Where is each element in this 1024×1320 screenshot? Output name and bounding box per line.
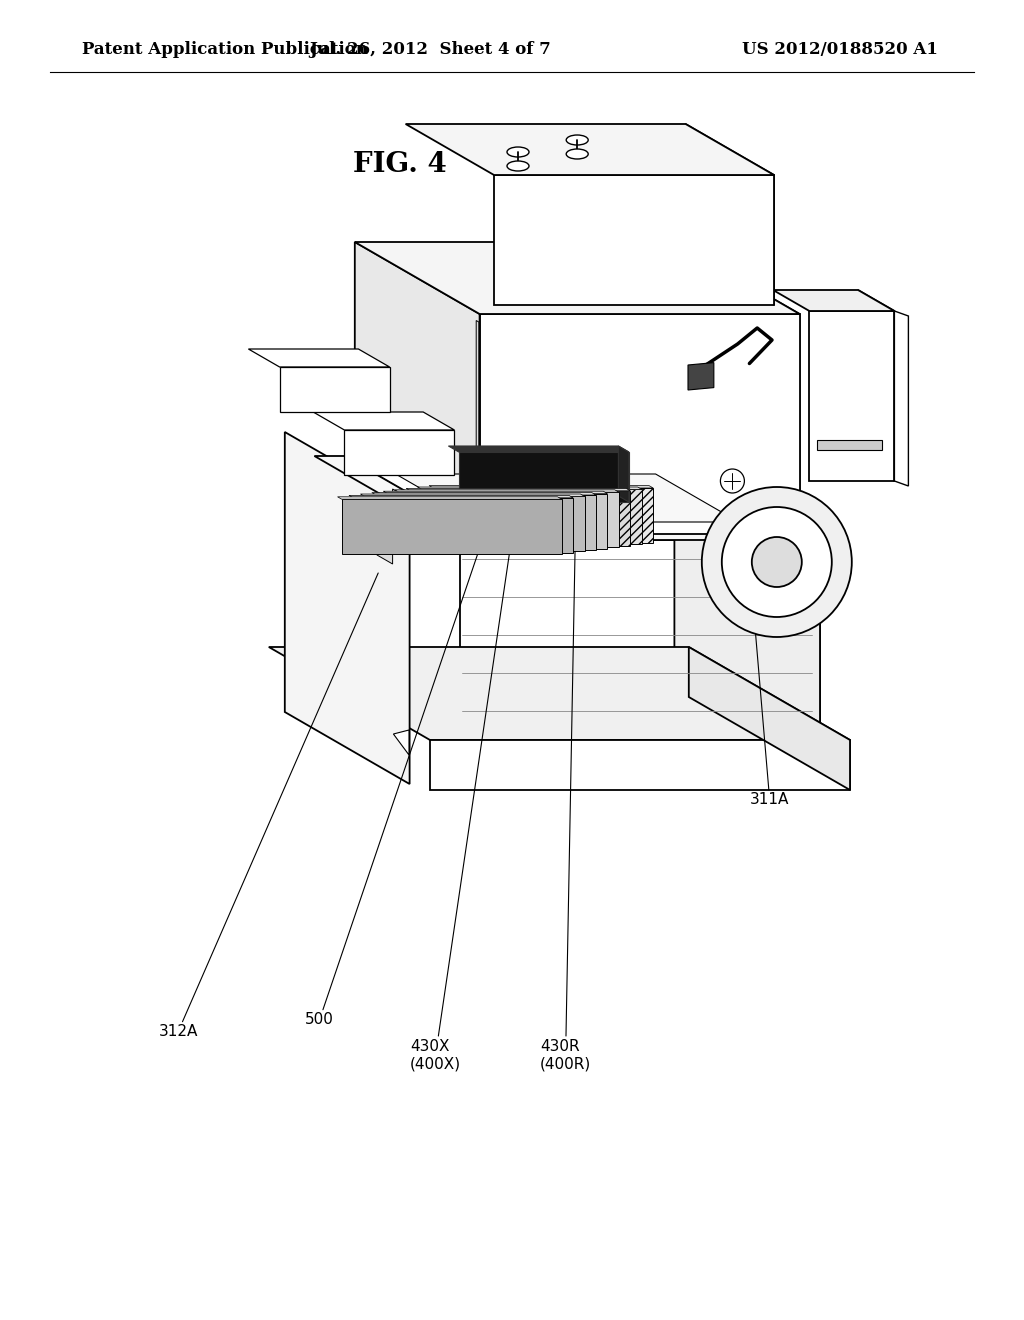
Polygon shape [409, 447, 424, 482]
Polygon shape [387, 494, 607, 549]
Polygon shape [313, 412, 455, 430]
Polygon shape [817, 440, 882, 450]
Polygon shape [411, 491, 631, 545]
Text: FIG. 4: FIG. 4 [353, 152, 446, 178]
Polygon shape [365, 496, 585, 552]
Polygon shape [407, 488, 631, 491]
Polygon shape [809, 312, 894, 480]
Ellipse shape [566, 135, 588, 145]
Text: 312A: 312A [159, 573, 378, 1040]
Circle shape [722, 507, 831, 616]
Polygon shape [476, 321, 479, 521]
Polygon shape [675, 455, 820, 741]
Text: Jul. 26, 2012  Sheet 4 of 7: Jul. 26, 2012 Sheet 4 of 7 [309, 41, 551, 58]
Polygon shape [268, 647, 850, 741]
Text: US 2012/0188520 A1: US 2012/0188520 A1 [742, 41, 938, 58]
Polygon shape [383, 491, 607, 494]
Ellipse shape [566, 149, 588, 158]
Polygon shape [377, 531, 392, 564]
Polygon shape [285, 432, 410, 784]
Polygon shape [858, 290, 894, 480]
Polygon shape [894, 312, 908, 486]
Polygon shape [338, 496, 562, 499]
Polygon shape [353, 498, 573, 553]
Circle shape [721, 469, 744, 492]
Polygon shape [344, 430, 455, 475]
Polygon shape [354, 242, 800, 314]
Circle shape [701, 487, 852, 638]
Polygon shape [378, 475, 519, 492]
Text: 500: 500 [305, 475, 505, 1027]
Polygon shape [399, 492, 618, 548]
Polygon shape [410, 492, 519, 539]
Polygon shape [460, 540, 820, 741]
Polygon shape [494, 176, 774, 305]
Polygon shape [314, 455, 820, 540]
Polygon shape [349, 495, 573, 498]
Polygon shape [689, 647, 850, 789]
Polygon shape [280, 367, 389, 412]
Polygon shape [459, 451, 629, 502]
Polygon shape [433, 488, 653, 543]
Polygon shape [675, 242, 800, 535]
Polygon shape [773, 290, 894, 312]
Polygon shape [360, 494, 585, 496]
Polygon shape [422, 490, 642, 544]
Polygon shape [418, 487, 642, 490]
Polygon shape [372, 492, 596, 495]
Text: Patent Application Publication: Patent Application Publication [82, 41, 368, 58]
Polygon shape [249, 348, 389, 367]
Polygon shape [686, 124, 774, 305]
Text: 311A: 311A [746, 525, 790, 808]
Polygon shape [688, 363, 714, 389]
Polygon shape [392, 488, 409, 523]
Polygon shape [406, 124, 774, 176]
Polygon shape [354, 242, 479, 535]
Polygon shape [479, 314, 800, 535]
Polygon shape [430, 741, 850, 789]
Text: 430Y
(400Y): 430Y (400Y) [713, 401, 840, 591]
Ellipse shape [507, 147, 529, 157]
Polygon shape [394, 490, 618, 492]
Polygon shape [429, 486, 653, 488]
Polygon shape [449, 446, 629, 451]
Polygon shape [393, 730, 409, 755]
Text: 430X
(400X): 430X (400X) [410, 506, 516, 1072]
Text: 430R
(400R): 430R (400R) [540, 500, 591, 1072]
Polygon shape [395, 474, 738, 521]
Polygon shape [376, 495, 596, 550]
Circle shape [752, 537, 802, 587]
Ellipse shape [507, 161, 529, 172]
Polygon shape [342, 499, 562, 554]
Polygon shape [618, 446, 629, 502]
